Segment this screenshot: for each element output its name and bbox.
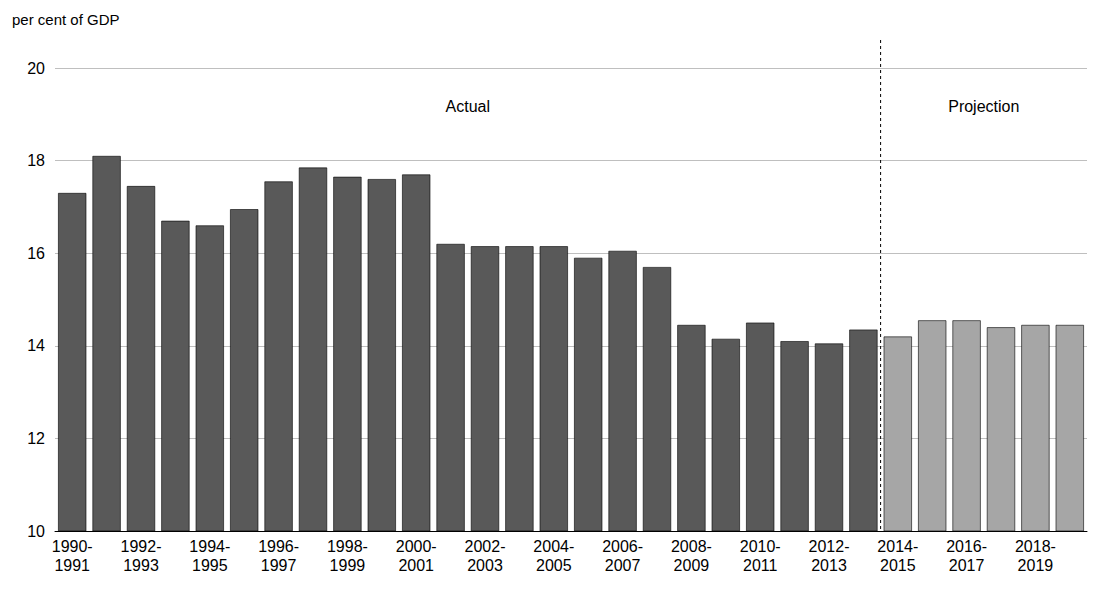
svg-text:per cent of GDP: per cent of GDP <box>12 11 120 28</box>
svg-text:Projection: Projection <box>948 98 1019 115</box>
svg-text:2013: 2013 <box>811 557 847 574</box>
svg-text:2017: 2017 <box>949 557 985 574</box>
svg-text:20: 20 <box>27 60 45 77</box>
svg-text:2007: 2007 <box>605 557 641 574</box>
svg-text:2011: 2011 <box>743 557 778 574</box>
svg-text:2019: 2019 <box>1018 557 1054 574</box>
svg-text:1991: 1991 <box>54 557 90 574</box>
svg-text:1996-: 1996- <box>258 538 299 555</box>
svg-text:2009: 2009 <box>674 557 710 574</box>
svg-text:2015: 2015 <box>880 557 916 574</box>
svg-text:1994-: 1994- <box>189 538 230 555</box>
svg-text:10: 10 <box>27 523 45 540</box>
svg-text:2003: 2003 <box>467 557 503 574</box>
svg-text:2008-: 2008- <box>671 538 712 555</box>
svg-text:2002-: 2002- <box>465 538 506 555</box>
svg-text:16: 16 <box>27 245 45 262</box>
svg-text:1993: 1993 <box>123 557 159 574</box>
svg-text:1998-: 1998- <box>327 538 368 555</box>
svg-text:2001: 2001 <box>398 557 434 574</box>
svg-text:2018-: 2018- <box>1015 538 1056 555</box>
svg-text:2000-: 2000- <box>396 538 437 555</box>
svg-text:1997: 1997 <box>261 557 297 574</box>
svg-text:1992-: 1992- <box>121 538 162 555</box>
svg-text:Actual: Actual <box>446 98 490 115</box>
svg-text:2014-: 2014- <box>877 538 918 555</box>
svg-text:12: 12 <box>27 430 45 447</box>
svg-text:2005: 2005 <box>536 557 572 574</box>
svg-text:1990-: 1990- <box>52 538 93 555</box>
svg-text:2012-: 2012- <box>809 538 850 555</box>
svg-text:2004-: 2004- <box>533 538 574 555</box>
svg-text:2006-: 2006- <box>602 538 643 555</box>
svg-text:18: 18 <box>27 152 45 169</box>
svg-text:14: 14 <box>27 337 45 354</box>
svg-text:1995: 1995 <box>192 557 228 574</box>
svg-text:2016-: 2016- <box>946 538 987 555</box>
svg-text:2010-: 2010- <box>740 538 781 555</box>
svg-text:1999: 1999 <box>330 557 366 574</box>
